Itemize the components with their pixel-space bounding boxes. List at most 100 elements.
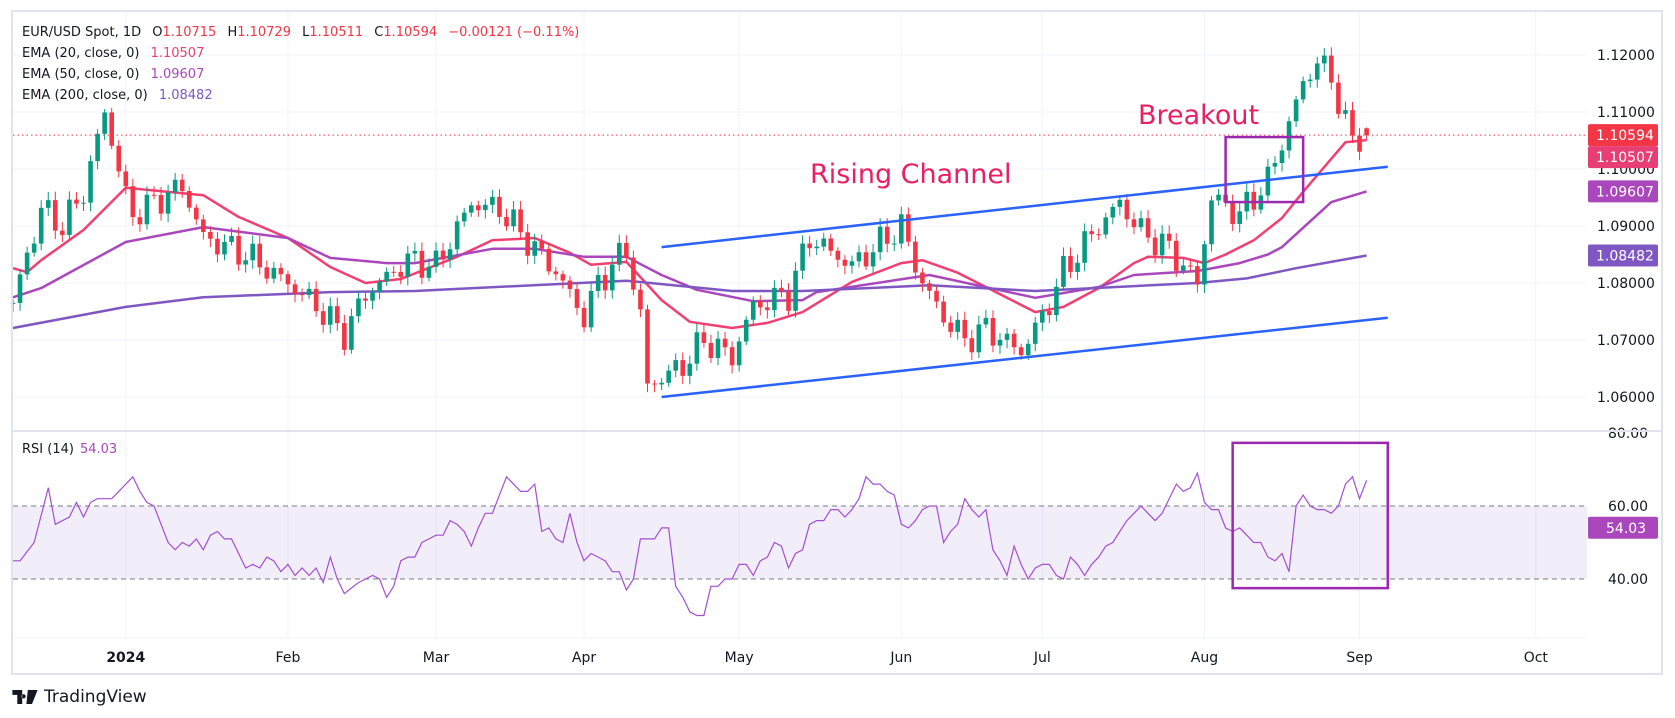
channel-upper-line[interactable] — [661, 165, 1388, 249]
candle-body — [1152, 237, 1158, 256]
candle-body — [863, 252, 869, 267]
candle-body — [236, 235, 241, 265]
candle-body — [1329, 55, 1334, 83]
candle-down — [60, 222, 65, 243]
time-axis-label: 2024 — [106, 650, 145, 666]
ema200-legend-row[interactable]: EMA (200, close, 0) 1.08482 — [22, 85, 579, 106]
tradingview-logo[interactable]: TradingView — [12, 687, 147, 707]
price-axis-label: 1.11000 — [1597, 105, 1655, 121]
ema50-legend-row[interactable]: EMA (50, close, 0) 1.09607 — [22, 64, 579, 85]
candle-down — [1124, 194, 1130, 228]
candle-body — [927, 283, 932, 291]
candle-down — [652, 380, 657, 393]
candle-down — [1350, 101, 1355, 143]
candle-body — [772, 287, 777, 311]
candle-body — [1350, 110, 1355, 136]
symbol-legend-row[interactable]: EUR/USD Spot, 1D O1.10715 H1.10729 L1.10… — [22, 22, 579, 43]
candle-up — [349, 308, 354, 354]
candle-up — [976, 315, 982, 359]
candle-up — [659, 378, 664, 391]
channel-lower-line[interactable] — [661, 316, 1388, 399]
candle-body — [631, 257, 636, 290]
rsi-legend[interactable]: RSI (14) 54.03 — [22, 442, 117, 457]
open-label: O — [152, 25, 163, 40]
candle-body — [581, 307, 587, 328]
candle-body — [172, 179, 178, 193]
candle-body — [906, 214, 911, 242]
candle-body — [45, 200, 51, 208]
price-tag: 1.10507 — [1588, 146, 1658, 169]
outer-border — [11, 10, 1663, 675]
candle-body — [440, 250, 446, 260]
symbol-label[interactable]: EUR/USD Spot, 1D — [22, 25, 142, 40]
candle-up — [1082, 223, 1087, 272]
candle-body — [525, 232, 530, 256]
candle-body — [1054, 286, 1059, 316]
candle-body — [356, 298, 361, 317]
ema20-legend-row[interactable]: EMA (20, close, 0) 1.10507 — [22, 43, 579, 64]
ema50-line — [12, 190, 1367, 303]
candle-down — [497, 189, 502, 224]
candle-down — [194, 204, 199, 225]
ema50-label: EMA (50, close, 0) — [22, 67, 140, 82]
candle-down — [934, 286, 939, 309]
candle-down — [179, 173, 185, 198]
candle-body — [250, 243, 255, 261]
candle-body — [941, 301, 946, 323]
candle-body — [1061, 255, 1066, 287]
candle-down — [1068, 247, 1073, 278]
candle-down — [906, 207, 911, 247]
price-tag-bg — [1588, 146, 1658, 169]
candle-up — [1300, 76, 1306, 104]
chart-frame — [11, 10, 1663, 675]
candle-up — [595, 266, 601, 299]
candle-up — [1159, 225, 1165, 264]
candle-body — [38, 207, 44, 244]
candle-down — [913, 235, 918, 280]
price-tag-value: 1.09607 — [1596, 184, 1654, 200]
candle-down — [1152, 229, 1158, 263]
candle-body — [391, 271, 396, 273]
candle-body — [1272, 162, 1278, 167]
candle-up — [588, 283, 594, 332]
candle-body — [1047, 311, 1052, 316]
candle-up — [1075, 254, 1080, 280]
candle-body — [976, 324, 982, 353]
candle-up — [821, 232, 827, 252]
candle-down — [722, 331, 728, 356]
candle-down — [765, 300, 770, 319]
candle-body — [109, 112, 114, 146]
candle-down — [758, 295, 763, 316]
low-label: L — [302, 25, 310, 40]
candle-up — [384, 267, 389, 286]
candle-body — [123, 171, 129, 187]
candle-body — [899, 214, 904, 244]
candle-body — [1195, 266, 1200, 285]
breakout-box[interactable] — [1224, 135, 1305, 204]
candle-up — [511, 200, 516, 232]
candle-down — [278, 263, 284, 282]
candle-body — [1364, 128, 1369, 136]
candle-body — [313, 288, 319, 312]
candle-body — [158, 194, 164, 214]
rsi-highlight-box[interactable] — [1231, 441, 1390, 590]
candle-down — [363, 292, 368, 309]
candle-body — [1131, 219, 1137, 228]
candle-down — [342, 314, 347, 356]
candle-up — [412, 242, 418, 262]
candle-body — [454, 221, 460, 250]
candle-up — [1040, 304, 1045, 332]
candle-down — [123, 164, 129, 195]
rsi-value: 54.03 — [79, 442, 118, 457]
candle-up — [750, 296, 756, 326]
candle-down — [828, 233, 834, 257]
candle-body — [88, 161, 93, 203]
candle-down — [1364, 127, 1369, 140]
candle-down — [285, 270, 291, 293]
candle-down — [201, 214, 206, 240]
candle-up — [877, 218, 883, 261]
candle-up — [454, 215, 460, 257]
candle-body — [95, 133, 100, 162]
drawings[interactable]: Rising Channel Breakout — [661, 100, 1390, 590]
